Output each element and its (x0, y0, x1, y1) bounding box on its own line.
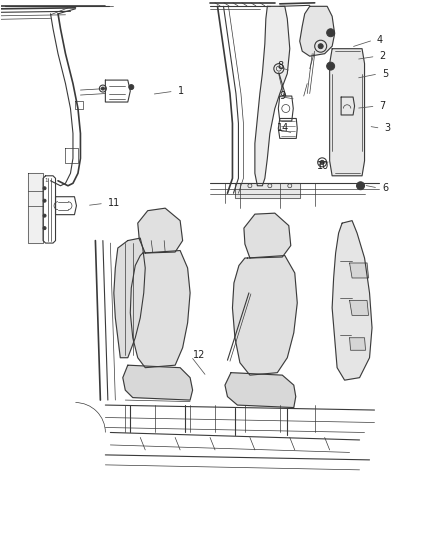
Text: 1: 1 (178, 86, 184, 96)
Circle shape (320, 160, 324, 164)
Polygon shape (138, 208, 183, 253)
Polygon shape (330, 49, 364, 176)
Polygon shape (255, 6, 290, 186)
Polygon shape (244, 213, 291, 258)
Circle shape (318, 44, 323, 49)
Polygon shape (332, 221, 372, 380)
Polygon shape (350, 301, 368, 316)
Circle shape (43, 227, 46, 230)
Text: 8: 8 (277, 61, 283, 71)
Circle shape (129, 85, 134, 90)
Polygon shape (233, 255, 297, 375)
Circle shape (327, 62, 335, 70)
Text: 2: 2 (379, 51, 386, 61)
Polygon shape (300, 6, 335, 56)
Text: 1: 1 (44, 178, 48, 183)
Polygon shape (350, 263, 368, 278)
Polygon shape (130, 251, 190, 368)
Polygon shape (114, 238, 145, 358)
Polygon shape (350, 338, 366, 350)
Polygon shape (123, 365, 193, 400)
Circle shape (357, 182, 364, 190)
Text: 6: 6 (382, 183, 388, 193)
Text: 3: 3 (385, 124, 391, 133)
Text: 5: 5 (382, 69, 388, 78)
Circle shape (43, 199, 46, 202)
Polygon shape (28, 173, 43, 243)
Text: 11: 11 (108, 198, 120, 208)
Polygon shape (235, 183, 300, 198)
Text: 7: 7 (379, 101, 386, 111)
Text: 10: 10 (317, 161, 329, 171)
Polygon shape (225, 373, 296, 408)
Circle shape (327, 29, 335, 37)
Text: 9: 9 (280, 91, 286, 101)
Circle shape (43, 214, 46, 217)
Text: 14: 14 (277, 124, 290, 133)
Text: 4: 4 (377, 35, 383, 45)
Text: 12: 12 (193, 350, 205, 360)
Circle shape (43, 187, 46, 190)
Circle shape (101, 87, 104, 90)
